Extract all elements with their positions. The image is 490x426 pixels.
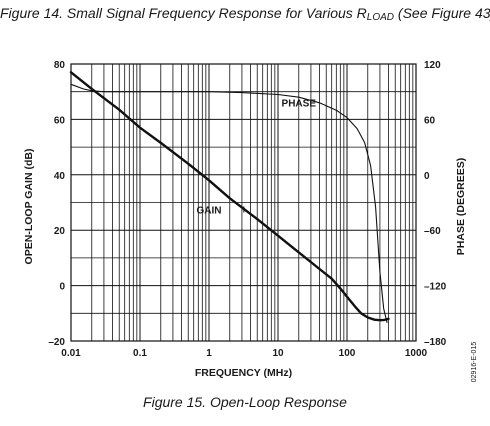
series-annotations: PHASE GAIN	[197, 99, 317, 217]
x-tick-label: 10	[272, 348, 284, 359]
left-y-tick-label: 80	[54, 60, 66, 71]
x-tick-label: 0.1	[133, 348, 147, 359]
left-y-tick-label: 20	[54, 226, 66, 237]
x-tick-labels: 0.01 0.1 1 10 100 1000	[61, 348, 427, 359]
right-y-tick-labels: –180 –120 –60 0 60 120	[424, 60, 447, 348]
top-caption-subscript: LOAD	[366, 12, 395, 23]
left-y-tick-label: 40	[54, 171, 66, 182]
left-y-tick-label: 60	[54, 115, 66, 126]
x-tick-label: 1	[206, 348, 212, 359]
left-y-tick-label: 0	[59, 282, 65, 293]
top-caption-suffix: (See Figure 43)	[394, 5, 490, 21]
right-y-tick-label: –180	[424, 337, 447, 348]
bottom-figure-caption: Figure 15. Open-Loop Response	[143, 394, 347, 410]
right-y-tick-label: 120	[424, 60, 441, 71]
data-series	[69, 71, 390, 324]
phase-series-label: PHASE	[282, 99, 317, 110]
right-y-tick-label: –60	[424, 226, 441, 237]
left-y-tick-label: –20	[48, 337, 65, 348]
left-y-tick-labels: –20 0 20 40 60 80	[48, 60, 65, 348]
x-tick-label: 0.01	[61, 348, 81, 359]
left-y-axis-title: OPEN-LOOP GAIN (dB)	[23, 149, 35, 265]
right-y-tick-label: 0	[424, 171, 430, 182]
figure-code: 02916-E-015	[471, 342, 478, 383]
grid-lines	[70, 63, 417, 342]
phase-line	[70, 83, 388, 324]
x-tick-label: 1000	[405, 348, 428, 359]
right-y-axis-title: PHASE (DEGREES)	[455, 158, 467, 255]
right-y-tick-label: 60	[424, 115, 436, 126]
x-tick-label: 100	[339, 348, 356, 359]
top-figure-caption: Figure 14. Small Signal Frequency Respon…	[0, 5, 490, 23]
gain-line	[69, 71, 390, 322]
top-caption-prefix: Figure 14. Small Signal Frequency Respon…	[0, 5, 367, 21]
gain-series-label: GAIN	[197, 206, 222, 217]
plot-frame	[70, 63, 417, 342]
right-y-tick-label: –120	[424, 282, 447, 293]
x-axis-title: FREQUENCY (MHz)	[195, 367, 292, 379]
